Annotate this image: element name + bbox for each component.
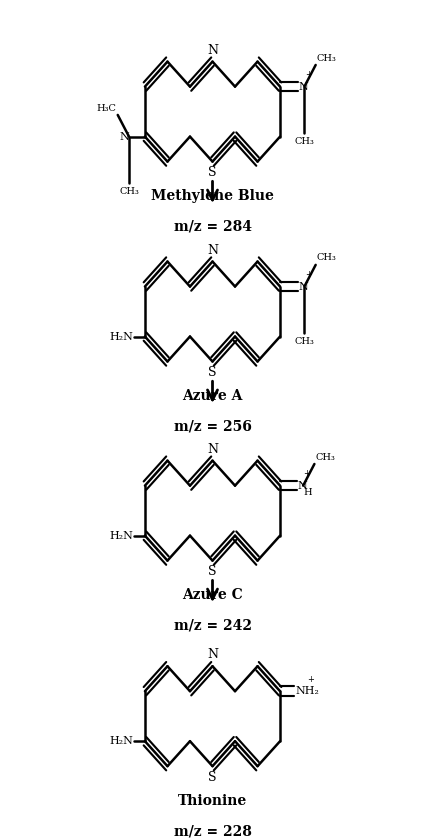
Text: N: N [119,132,129,142]
Text: m/z = 284: m/z = 284 [173,220,252,234]
Text: N: N [298,481,307,490]
Text: N: N [299,282,309,292]
Text: N: N [207,244,218,256]
Text: S: S [208,566,217,578]
Text: CH₃: CH₃ [317,54,337,63]
Text: Thionine: Thionine [178,794,247,808]
Text: Azure A: Azure A [182,389,243,403]
Text: NH₂: NH₂ [295,686,319,696]
Text: CH₃: CH₃ [119,187,139,195]
Text: +: + [305,70,312,80]
Text: m/z = 256: m/z = 256 [173,420,252,433]
Text: +: + [305,271,312,279]
Text: N: N [207,649,218,661]
Text: CH₃: CH₃ [316,453,336,462]
Text: Methylene Blue: Methylene Blue [151,189,274,203]
Text: H₂N: H₂N [110,332,133,342]
Text: N: N [207,44,218,57]
Text: S: S [208,771,217,784]
Text: N: N [299,81,309,91]
Text: CH₃: CH₃ [317,253,337,262]
Text: H₃C: H₃C [96,104,116,112]
Text: +: + [303,469,310,478]
Text: m/z = 228: m/z = 228 [173,825,252,838]
Text: +: + [307,675,314,684]
Text: S: S [208,167,217,179]
Text: m/z = 242: m/z = 242 [173,618,252,633]
Text: H: H [303,488,312,497]
Text: CH₃: CH₃ [295,137,314,146]
Text: S: S [208,366,217,380]
Text: H₂N: H₂N [110,530,133,541]
Text: H₂N: H₂N [110,737,133,746]
Text: CH₃: CH₃ [295,337,314,345]
Text: Azure C: Azure C [182,588,243,602]
Text: N: N [207,442,218,456]
